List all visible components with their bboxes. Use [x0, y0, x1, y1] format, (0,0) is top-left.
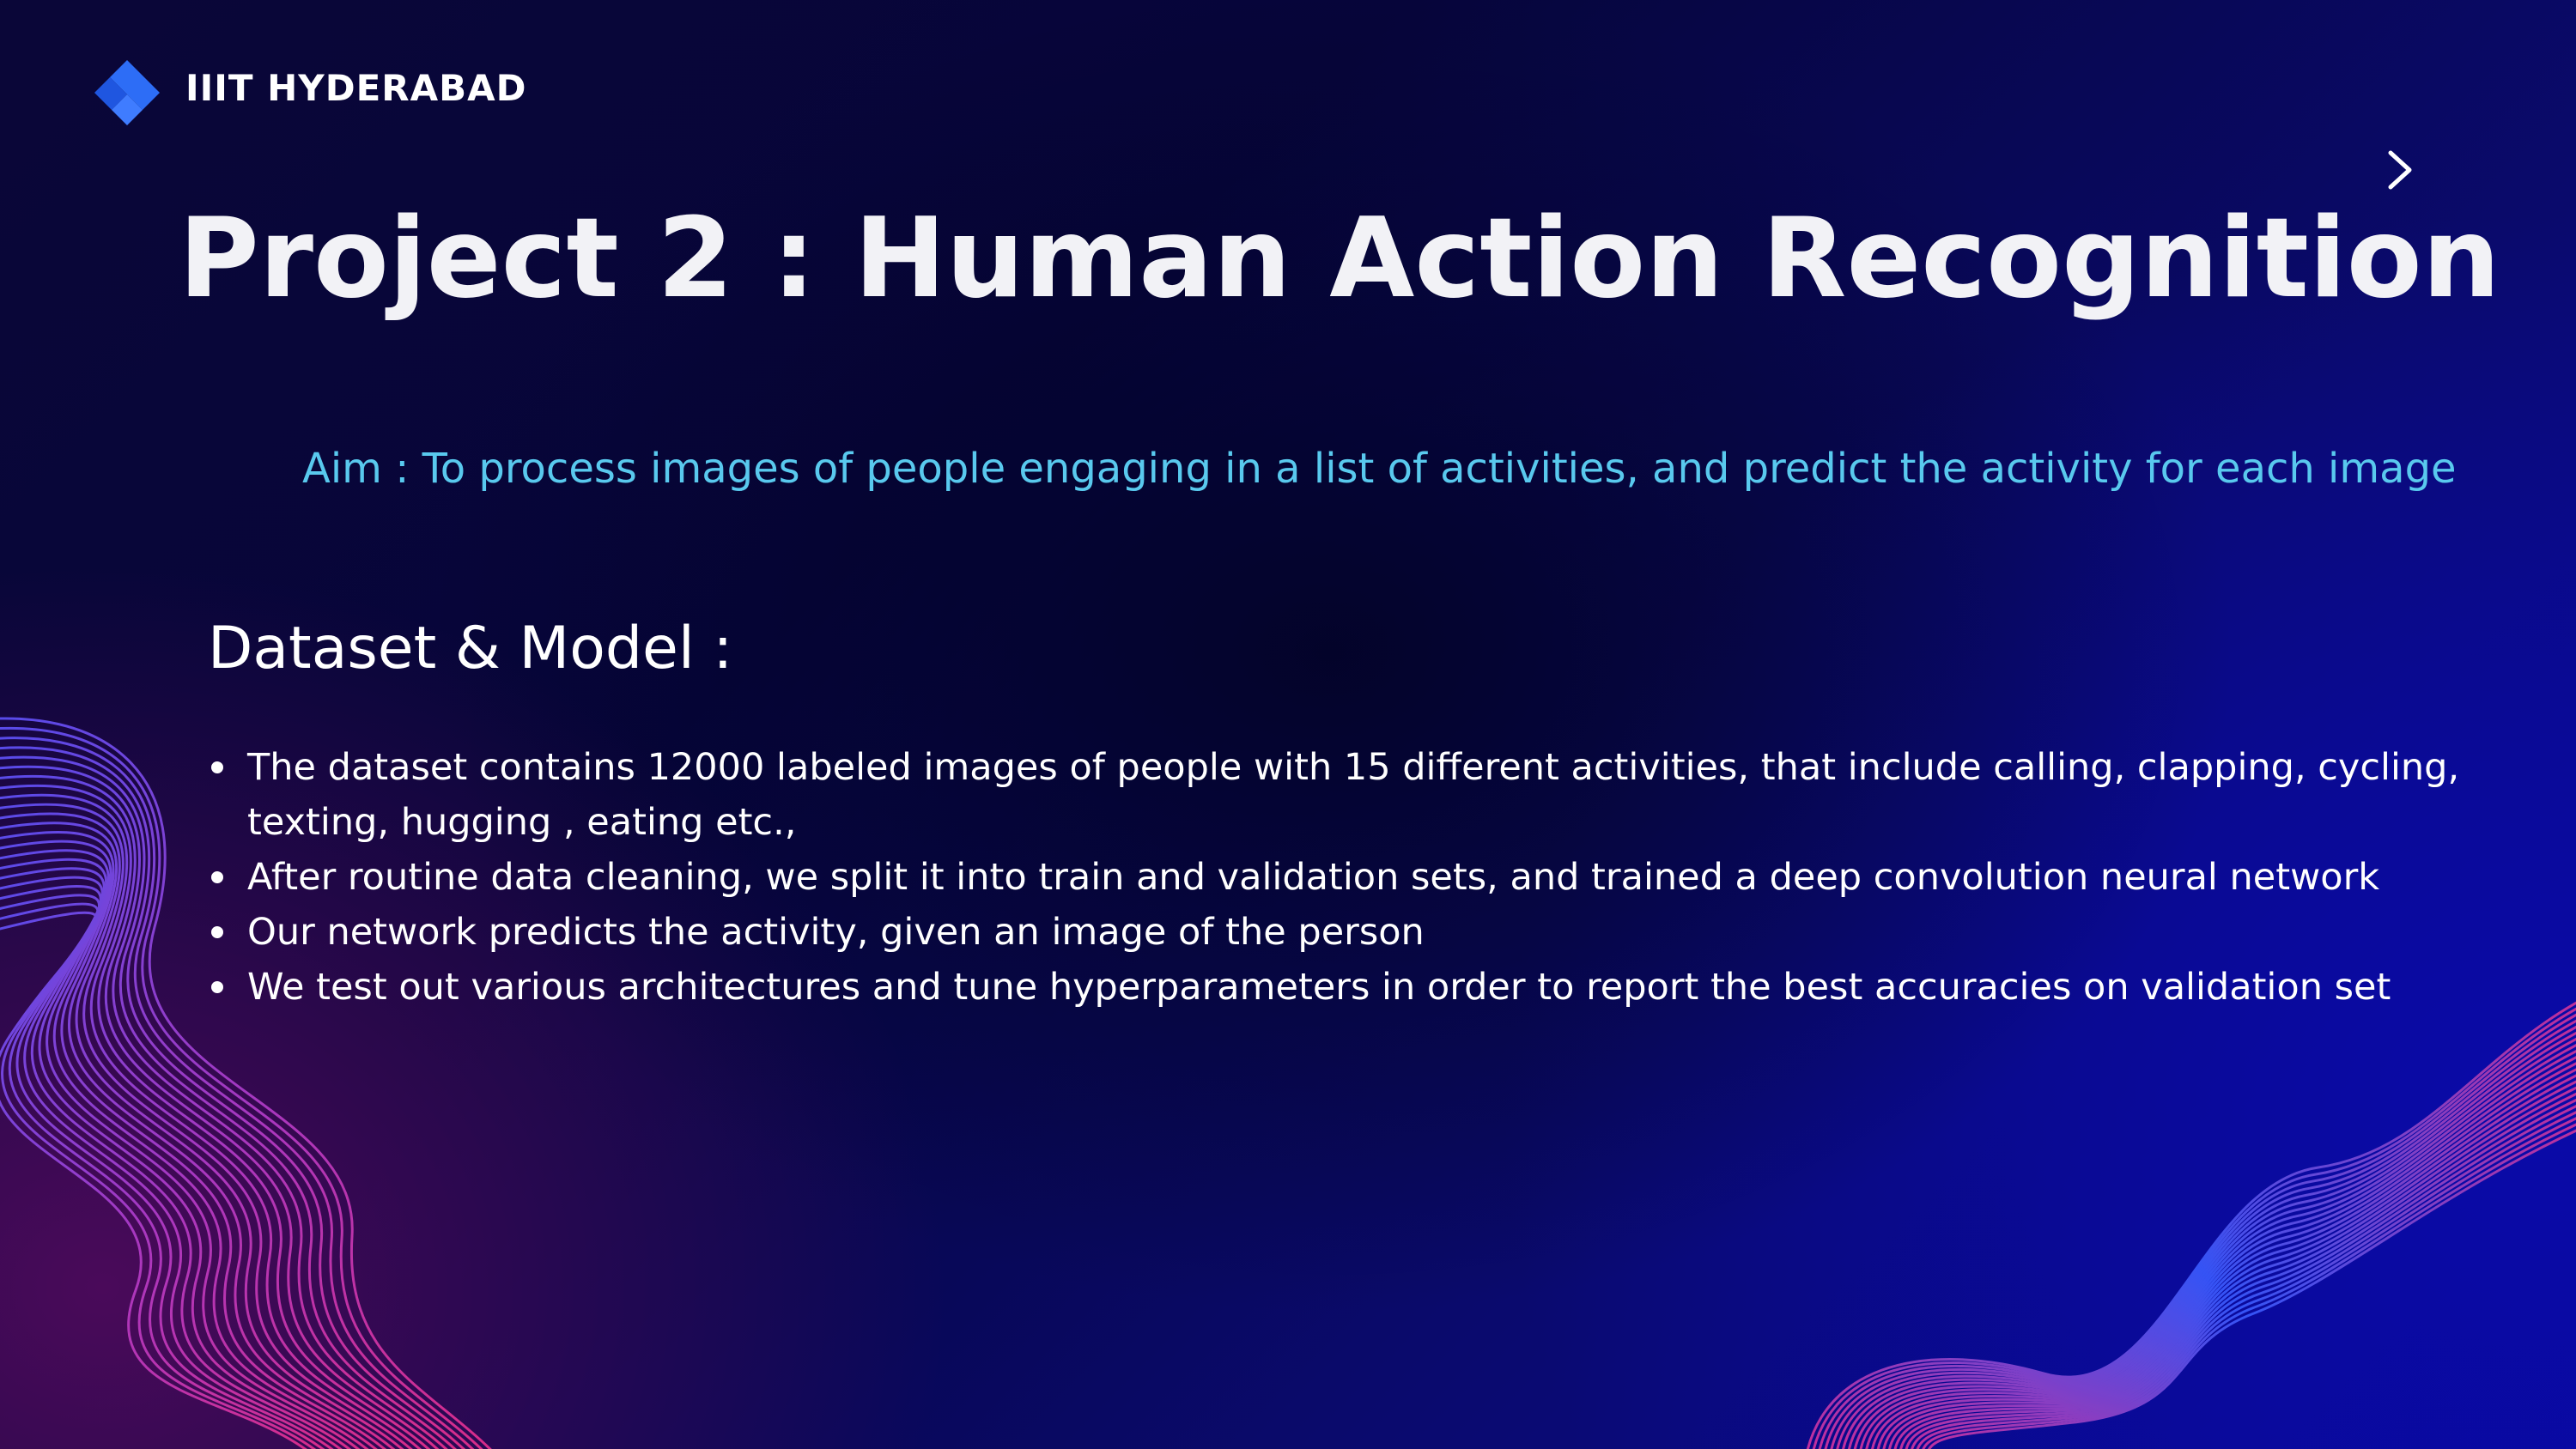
- wave-line: [1848, 1044, 2576, 1449]
- wave-line: [1818, 1013, 2576, 1449]
- wave-line: [1876, 1074, 2576, 1449]
- wave-line: [1888, 1086, 2576, 1449]
- wave-line: [1859, 1056, 2576, 1449]
- section-heading: Dataset & Model :: [208, 615, 733, 682]
- wave-line: [1871, 1068, 2576, 1449]
- bullet-item: After routine data cleaning, we split it…: [208, 850, 2543, 905]
- wave-line: [1812, 1007, 2576, 1449]
- wave-line: [1806, 1001, 2576, 1449]
- brand-name: IIIT HYDERABAD: [185, 67, 527, 109]
- wave-line: [1922, 1123, 2576, 1449]
- wave-line: [1836, 1031, 2576, 1449]
- wave-line: [1893, 1092, 2576, 1449]
- wave-line: [1830, 1025, 2576, 1449]
- right-wave-lines: [1806, 1001, 2576, 1449]
- wave-line: [1882, 1080, 2576, 1449]
- wave-line: [1928, 1129, 2576, 1449]
- wave-line: [1853, 1050, 2576, 1449]
- diamond-logo-icon: [94, 60, 160, 125]
- bullet-item: We test out various architectures and tu…: [208, 960, 2543, 1015]
- bullet-item: The dataset contains 12000 labeled image…: [208, 740, 2543, 850]
- wave-line: [1865, 1062, 2576, 1449]
- bullet-item: Our network predicts the activity, given…: [208, 905, 2543, 960]
- chevron-right-icon[interactable]: [2377, 144, 2421, 196]
- wave-line: [1911, 1111, 2576, 1449]
- wave-line: [1905, 1105, 2576, 1449]
- wave-line: [1824, 1019, 2576, 1449]
- wave-line: [1899, 1098, 2576, 1449]
- aim-statement: Aim : To process images of people engagi…: [302, 445, 2457, 493]
- wave-line: [1916, 1117, 2576, 1449]
- wave-line: [1842, 1037, 2576, 1449]
- slide-title: Project 2 : Human Action Recognition: [179, 195, 2500, 323]
- bullet-list: The dataset contains 12000 labeled image…: [208, 740, 2543, 1015]
